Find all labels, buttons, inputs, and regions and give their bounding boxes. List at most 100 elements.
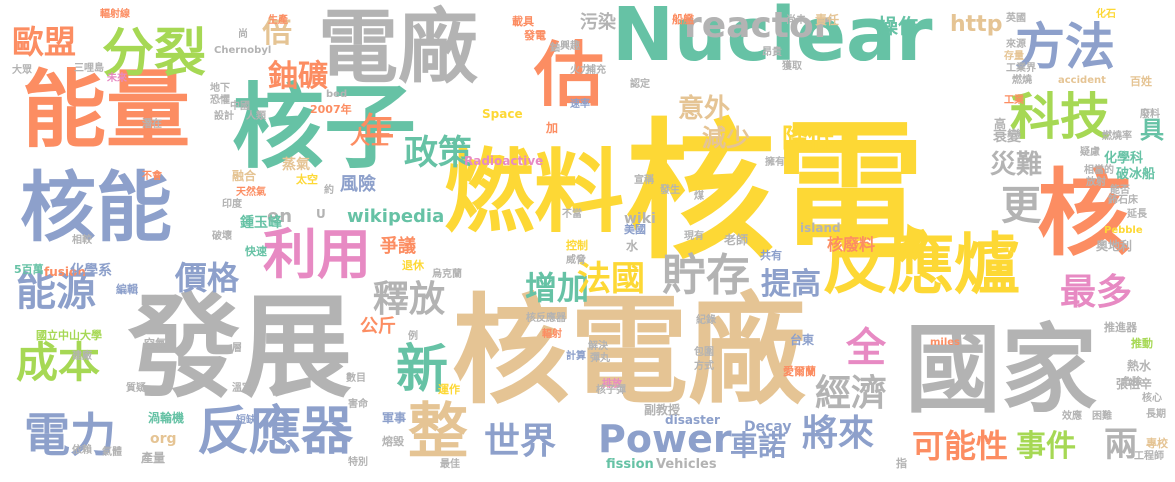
word: 爭議 <box>380 236 416 257</box>
word: 核心 <box>1142 393 1162 404</box>
word: 效應 <box>1062 411 1082 422</box>
word: U <box>316 207 326 221</box>
word: 倍 <box>262 15 292 50</box>
word: 加 <box>546 121 559 135</box>
word: 延長 <box>1127 209 1147 220</box>
word: 快速 <box>245 245 267 258</box>
word: 破壞 <box>212 231 232 242</box>
word: 風險 <box>340 174 376 195</box>
word: 分裂 <box>102 24 207 84</box>
word: 氣體 <box>102 447 122 458</box>
word: org <box>150 431 177 447</box>
word: 法國 <box>577 259 645 299</box>
word: 紀錄 <box>696 315 716 326</box>
word: 車諾 <box>730 429 787 462</box>
word: 層 <box>232 343 242 354</box>
word: 尚 <box>238 29 248 40</box>
word: 退休 <box>402 259 424 272</box>
word: 依賴 <box>72 445 92 456</box>
word: 危險 <box>1122 377 1142 388</box>
word: 輻射線 <box>100 9 130 20</box>
word: 渦輪機 <box>148 411 185 425</box>
word: 生產 <box>268 15 288 26</box>
word: 控制 <box>566 239 588 252</box>
word: 空氣 <box>144 337 166 350</box>
word: 設計 <box>214 111 234 122</box>
word: 數目 <box>346 373 366 384</box>
word: 補充 <box>586 65 606 76</box>
word: 能否 <box>1110 185 1130 196</box>
word: 建廠 <box>72 351 92 362</box>
word: wiki <box>624 211 656 227</box>
word: 未來 <box>107 73 127 84</box>
word: 奧地利 <box>1096 239 1133 253</box>
word: 百姓 <box>1130 75 1152 88</box>
word: 約 <box>324 185 334 196</box>
word: 年 <box>360 111 394 151</box>
word: 台東 <box>790 333 815 347</box>
word: 核電廠 <box>452 282 807 420</box>
word: 化學系 <box>70 263 112 279</box>
word: 工業界 <box>1006 63 1036 74</box>
word: 獲取 <box>782 61 802 72</box>
word: 方式 <box>694 361 714 372</box>
word: 鈾 <box>550 43 560 54</box>
word: 核廢料 <box>827 235 876 254</box>
word: 能量 <box>22 61 191 159</box>
word: 疑慮 <box>1080 147 1100 158</box>
word: 融合 <box>232 169 257 183</box>
word: 將來 <box>802 413 875 454</box>
word: 核 <box>1037 160 1132 269</box>
word: 利用 <box>263 223 371 286</box>
word: 核電 <box>625 106 926 280</box>
word: 5百萬 <box>14 263 44 276</box>
word: 烏克蘭 <box>432 269 462 280</box>
word: 彈丸 <box>590 353 610 364</box>
word: 相較 <box>72 235 92 246</box>
word: 降低 <box>782 124 835 154</box>
word: 釋放 <box>373 279 446 320</box>
word: 推進器 <box>1104 321 1137 334</box>
word: 擁有 <box>765 157 785 168</box>
word: Decay <box>744 419 792 435</box>
word: 責任 <box>815 13 840 27</box>
word: 人士 <box>350 125 390 149</box>
word: 共有 <box>760 249 782 262</box>
word: reactor <box>684 5 832 46</box>
word: 鈽石床 <box>1108 195 1138 206</box>
word: 軍事 <box>382 411 407 425</box>
word: Space <box>482 107 523 121</box>
word: 鍾玉峰 <box>240 215 282 231</box>
word: 三哩島 <box>74 63 104 74</box>
word: 提高 <box>761 267 821 302</box>
word: 世界 <box>484 421 557 462</box>
word: 來源 <box>1006 39 1026 50</box>
word: 困難 <box>1092 411 1112 422</box>
word: 核能 <box>20 163 172 252</box>
word: 地下 <box>210 83 230 94</box>
word: 質疑 <box>126 383 146 394</box>
word: 船艦 <box>672 13 694 26</box>
word: http <box>950 12 1003 37</box>
word: 增加 <box>525 269 590 307</box>
word: 鈾礦 <box>268 59 328 94</box>
word: 威脅 <box>566 255 586 266</box>
word: 解決 <box>588 341 608 352</box>
word: 指 <box>896 457 907 470</box>
word: 污染 <box>580 12 616 33</box>
word: 電廠 <box>318 1 478 94</box>
word: 估 <box>534 34 604 116</box>
word: 燃料 <box>444 140 624 245</box>
word: 價格 <box>175 259 240 297</box>
word: 載具 <box>512 15 534 28</box>
word: 全 <box>846 325 886 371</box>
word: 貯存 <box>662 250 750 301</box>
word: Pebble <box>1104 225 1143 236</box>
word: 例 <box>408 331 418 342</box>
word: 更 <box>1001 183 1041 229</box>
word: en <box>267 206 293 227</box>
word: 核子彈 <box>596 385 626 396</box>
word: 經濟 <box>815 373 888 414</box>
word: Radioactive <box>464 154 544 168</box>
